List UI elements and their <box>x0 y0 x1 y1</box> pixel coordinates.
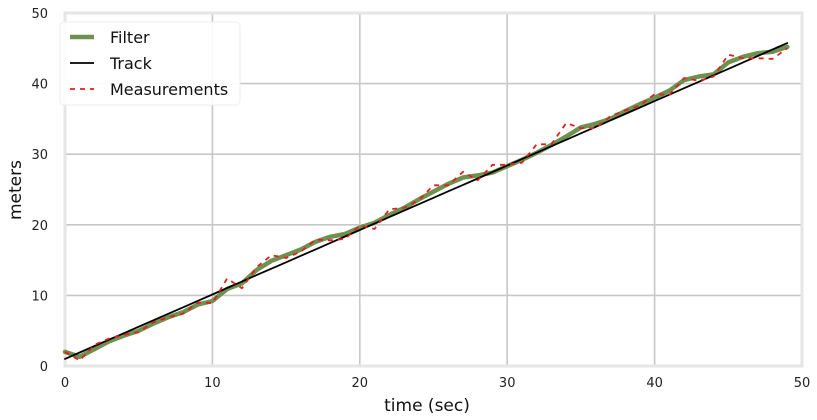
x-tick-label: 0 <box>61 376 69 391</box>
y-tick-label: 30 <box>31 148 48 163</box>
legend: Filter Track Measurements <box>59 21 241 106</box>
series-layer <box>62 42 790 362</box>
y-tick-label: 20 <box>31 219 48 234</box>
x-tick-label: 10 <box>204 376 221 391</box>
x-tick-label: 20 <box>352 376 369 391</box>
plot-frame <box>63 11 804 368</box>
y-tick-label: 40 <box>31 78 48 93</box>
x-tick-label: 30 <box>499 376 516 391</box>
x-tick-label: 40 <box>646 376 663 391</box>
series-track-line <box>64 42 789 360</box>
legend-label-track: Track <box>109 54 153 73</box>
tick-labels: 0 10 20 30 40 50 0 10 20 30 40 50 <box>31 7 810 391</box>
y-tick-label: 10 <box>31 289 48 304</box>
y-axis-label: meters <box>6 160 26 220</box>
x-axis-label: time (sec) <box>384 396 470 416</box>
legend-box <box>59 21 241 106</box>
x-tick-label: 50 <box>794 376 811 391</box>
y-tick-label: 0 <box>40 360 48 375</box>
y-tick-label: 50 <box>31 7 48 22</box>
legend-label-measurements: Measurements <box>110 80 228 99</box>
series-filter-line <box>62 44 790 360</box>
legend-label-filter: Filter <box>110 28 150 47</box>
